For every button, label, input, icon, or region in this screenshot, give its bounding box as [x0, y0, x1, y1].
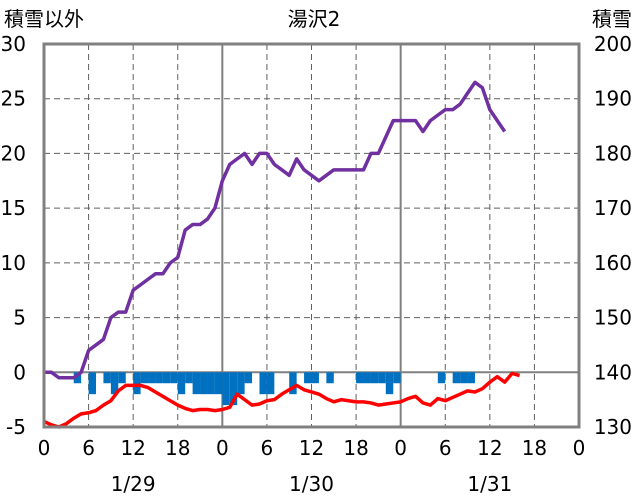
- x-hour-tick-label: 18: [522, 436, 547, 460]
- precip-bar: [177, 372, 186, 395]
- precip-bar: [185, 372, 193, 384]
- x-hour-tick-label: 0: [573, 436, 586, 460]
- precip-bar: [200, 372, 208, 395]
- x-hour-tick-label: 12: [477, 436, 502, 460]
- precip-bar: [110, 372, 119, 395]
- y-left-label: 積雪以外: [4, 7, 84, 31]
- precip-bar: [370, 372, 379, 384]
- precip-bar: [162, 372, 171, 384]
- y-left-tick-label: 30: [1, 32, 26, 56]
- precip-bar: [170, 372, 178, 384]
- x-hour-tick-label: 0: [394, 436, 407, 460]
- precip-bar: [229, 372, 238, 406]
- x-hour-tick-label: 12: [299, 436, 324, 460]
- y-left-tick-label: 15: [1, 196, 26, 220]
- precip-bar: [237, 372, 245, 395]
- precip-bar: [452, 372, 461, 384]
- precip-bar: [460, 372, 468, 384]
- precip-bar: [356, 372, 364, 384]
- y-right-tick-label: 150: [594, 306, 632, 330]
- y-left-tick-label: 5: [13, 306, 26, 330]
- x-date-label: 1/30: [289, 472, 334, 496]
- x-hour-tick-label: 0: [216, 436, 229, 460]
- y-right-tick-label: 140: [594, 360, 632, 384]
- y-right-tick-label: 170: [594, 196, 632, 220]
- precip-bar: [467, 372, 475, 384]
- y-left-tick-label: 0: [13, 360, 26, 384]
- precip-bar: [266, 372, 275, 395]
- precip-bar: [214, 372, 223, 395]
- precip-bar: [103, 372, 111, 384]
- y-left-tick-label: 25: [1, 87, 26, 111]
- precip-bar: [289, 372, 297, 395]
- y-right-tick-label: 160: [594, 251, 632, 275]
- precip-bars: [73, 372, 475, 406]
- y-right-tick-label: 200: [594, 32, 632, 56]
- x-hour-tick-label: 18: [343, 436, 368, 460]
- series-lines: [43, 80, 521, 429]
- temperature-line: [43, 371, 521, 429]
- precip-bar: [311, 372, 319, 384]
- y-left-tick-label: -5: [6, 415, 26, 439]
- precip-bar: [385, 372, 394, 395]
- precip-bar: [88, 372, 97, 395]
- y-right-label: 積雪: [592, 7, 632, 31]
- y-right-tick-label: 130: [594, 415, 632, 439]
- x-hour-tick-label: 6: [439, 436, 452, 460]
- precip-bar: [259, 372, 267, 395]
- precip-bar: [378, 372, 386, 384]
- y-right-tick-label: 180: [594, 141, 632, 165]
- precip-bar: [244, 372, 253, 384]
- snow-depth-line: [44, 80, 507, 380]
- x-hour-tick-label: 18: [165, 436, 190, 460]
- x-date-label: 1/31: [467, 472, 512, 496]
- x-hour-tick-label: 6: [82, 436, 95, 460]
- precip-bar: [140, 372, 149, 384]
- precip-bar: [133, 372, 141, 395]
- precip-bar: [207, 372, 215, 395]
- chart-title: 湯沢2: [288, 7, 341, 31]
- precip-bar: [437, 372, 446, 384]
- x-hour-tick-label: 0: [38, 436, 51, 460]
- grid: [44, 44, 579, 427]
- x-hour-tick-label: 6: [261, 436, 274, 460]
- y-right-tick-label: 190: [594, 87, 632, 111]
- y-left-tick-label: 10: [1, 251, 26, 275]
- precip-bar: [222, 372, 230, 406]
- precip-bar: [393, 372, 401, 384]
- precip-bar: [118, 372, 126, 384]
- precip-bar: [326, 372, 334, 384]
- y-left-tick-label: 20: [1, 141, 26, 165]
- precip-bar: [148, 372, 156, 384]
- precip-bar: [73, 372, 82, 384]
- precip-bar: [304, 372, 312, 384]
- x-hour-tick-label: 12: [120, 436, 145, 460]
- precip-bar: [192, 372, 201, 395]
- plot-frame: [42, 42, 581, 429]
- precip-bar: [363, 372, 371, 384]
- precip-bar: [155, 372, 163, 384]
- x-date-label: 1/29: [111, 472, 156, 496]
